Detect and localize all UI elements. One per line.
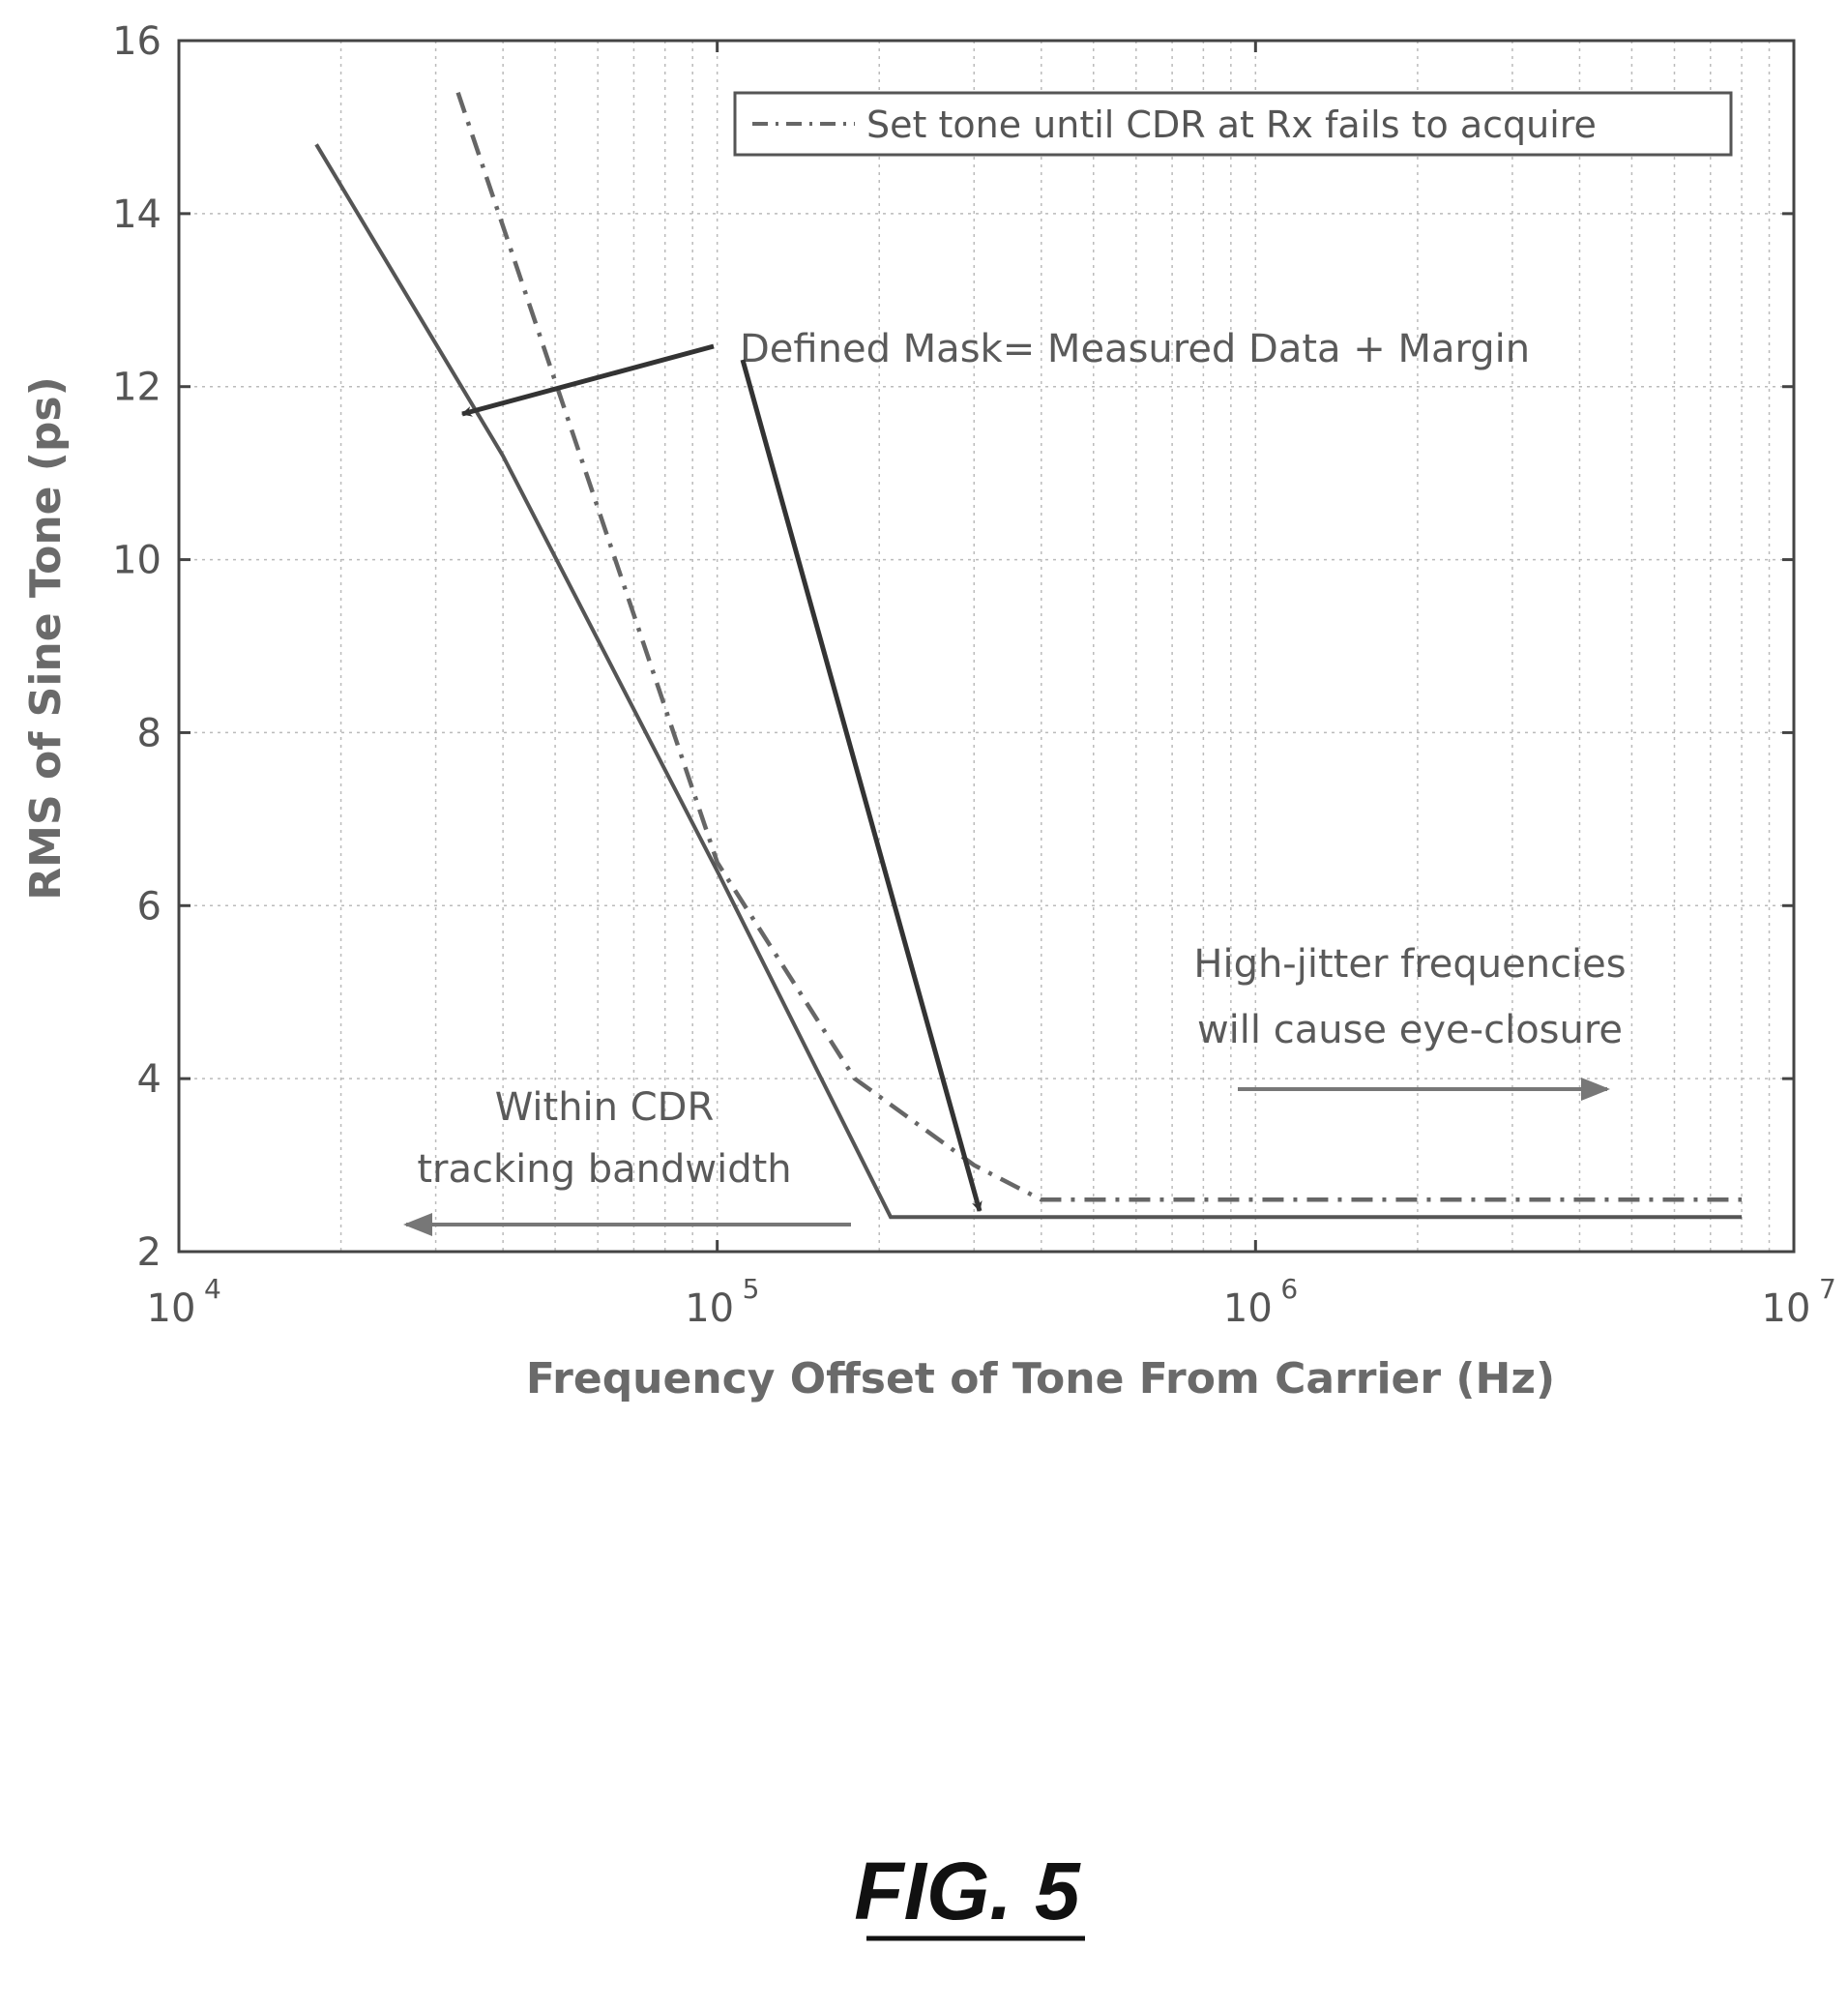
x-tick-label-exponent: 5 [743, 1273, 760, 1305]
series-line-dashdot [455, 91, 1743, 1202]
figure-label: FIG. 5 [854, 1846, 1081, 1936]
y-tick-label: 10 [112, 539, 161, 583]
series-layer [314, 91, 1743, 1220]
x-tick-label-exponent: 7 [1819, 1273, 1836, 1305]
x-axis-label: Frequency Offset of Tone From Carrier (H… [526, 1354, 1555, 1403]
y-tick-label: 4 [137, 1057, 161, 1102]
x-tick-label: 10 4 [147, 1273, 221, 1331]
y-tick-labels: 2 4 6 8 10 12 14 16 [112, 19, 161, 1275]
tick-marks [177, 39, 1796, 1254]
x-tick-label-base: 10 [147, 1286, 196, 1331]
x-tick-label-exponent: 4 [204, 1273, 221, 1305]
y-tick-label: 6 [137, 884, 161, 929]
x-tick-label-base: 10 [1223, 1286, 1273, 1331]
mask-arrow-down [740, 359, 983, 1213]
annotation-within-line1: Within CDR [495, 1085, 715, 1130]
y-tick-label: 14 [112, 192, 161, 237]
x-tick-label-exponent: 6 [1280, 1273, 1298, 1305]
y-tick-label: 16 [112, 19, 161, 64]
mask-arrow-left [460, 343, 715, 417]
annotations: Defined Mask= Measured Data + Margin Wit… [403, 327, 1627, 1236]
x-tick-label: 10 6 [1223, 1273, 1298, 1331]
annotation-high-line1: High-jitter frequencies [1193, 942, 1626, 987]
plot-background [179, 41, 1794, 1252]
y-axis-label: RMS of Sine Tone (ps) [21, 376, 71, 900]
plot-frame [177, 39, 1796, 1254]
y-tick-label: 2 [137, 1230, 161, 1275]
figure-caption: FIG. 5 [854, 1846, 1085, 1941]
y-tick-label: 8 [137, 711, 161, 755]
annotation-high-line2: will cause eye-closure [1197, 1008, 1623, 1052]
legend-entry-label: Set tone until CDR at Rx fails to acquir… [866, 103, 1597, 146]
plot-area [177, 39, 1796, 1254]
x-tick-label: 10 5 [685, 1273, 759, 1331]
x-tick-label: 10 7 [1762, 1273, 1836, 1331]
annotation-within-line2: tracking bandwidth [417, 1147, 791, 1192]
x-tick-labels: 10 4 10 5 10 6 10 7 [147, 1273, 1836, 1331]
grid [179, 41, 1794, 1252]
legend: Set tone until CDR at Rx fails to acquir… [733, 91, 1733, 157]
x-tick-label-base: 10 [685, 1286, 734, 1331]
legend-box [733, 91, 1733, 157]
series-line-solid [314, 143, 1743, 1220]
x-tick-label-base: 10 [1762, 1286, 1811, 1331]
annotation-mask: Defined Mask= Measured Data + Margin [740, 327, 1530, 371]
y-tick-label: 12 [112, 366, 161, 410]
